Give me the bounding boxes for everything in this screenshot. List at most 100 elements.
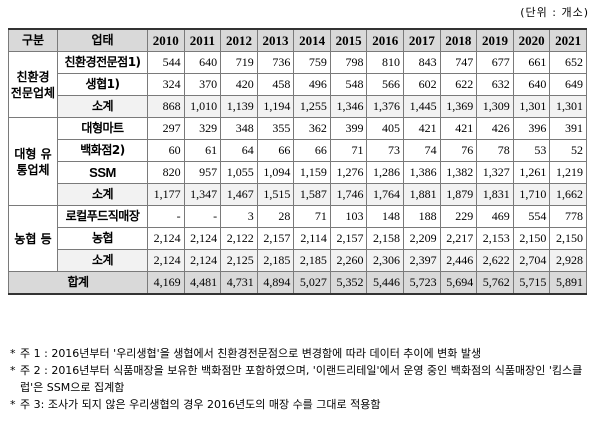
total-value-cell: 5,446	[366, 271, 405, 295]
value-cell: 2,185	[293, 249, 331, 272]
value-cell: 798	[329, 51, 368, 74]
value-cell: 2,928	[549, 249, 587, 272]
table-row: 백화점2) 60 61 64 66 66 71 73 74 76 78 53 52	[9, 139, 587, 162]
business-type-cell: 소계	[57, 95, 148, 118]
value-cell: 1,662	[549, 183, 587, 206]
value-cell: 370	[183, 73, 222, 96]
total-value-cell: 4,894	[256, 271, 295, 295]
table-row: 대형 유통업체 대형마트 297 329 348 355 362 399 405 421 421 42…	[8, 117, 587, 206]
total-value-cell: 5,027	[293, 271, 331, 295]
footnote: * 주 3: 조사가 되지 않은 우리생협의 경우 2016년도의 매장 수를 …	[10, 396, 590, 413]
header-business-type: 업태	[57, 28, 148, 52]
value-cell: 957	[183, 161, 222, 184]
value-cell: 661	[512, 51, 551, 74]
business-type-cell: 대형마트	[57, 117, 148, 140]
business-type-cell: 친환경전문점1)	[57, 51, 148, 74]
value-cell: 60	[147, 139, 185, 162]
value-cell: 2,158	[366, 227, 405, 250]
total-value-cell: 5,762	[476, 271, 514, 295]
value-cell: 843	[403, 51, 441, 74]
value-cell: 426	[476, 117, 514, 140]
header-year: 2012	[220, 28, 258, 52]
header-year: 2014	[293, 28, 331, 52]
total-value-cell: 4,481	[183, 271, 222, 295]
footnotes: * 주 1 : 2016년부터 '우리생협'을 생협에서 친환경전문점으로 변경…	[10, 345, 590, 413]
value-cell: 2,217	[439, 227, 478, 250]
value-cell: 2,157	[256, 227, 295, 250]
total-value-cell: 5,694	[439, 271, 478, 295]
value-cell: 719	[220, 51, 258, 74]
value-cell: 329	[183, 117, 222, 140]
value-cell: 421	[403, 117, 441, 140]
total-label: 합계	[8, 271, 148, 295]
value-cell: -	[183, 205, 222, 228]
value-cell: 2,150	[512, 227, 551, 250]
total-row: 합계 4,169 4,481 4,731 4,894 5,027 5,352 5,446 5,7…	[8, 271, 587, 295]
value-cell: 2,124	[183, 249, 222, 272]
value-cell: 496	[293, 73, 331, 96]
value-cell: 1,831	[476, 183, 514, 206]
value-cell: 747	[439, 51, 478, 74]
total-value-cell: 5,723	[403, 271, 441, 295]
value-cell: 1,301	[512, 95, 551, 118]
store-count-table: 구분 업태 2010 2011 2012 2013 2014 2015 2016…	[8, 28, 587, 295]
value-cell: 868	[147, 95, 185, 118]
value-cell: 622	[439, 73, 478, 96]
value-cell: 1,194	[256, 95, 295, 118]
header-year: 2018	[439, 28, 478, 52]
footnote-marker: *	[10, 398, 16, 411]
business-type-cell: 생협1)	[57, 73, 148, 96]
business-type-cell: 소계	[57, 249, 148, 272]
unit-label: (단위 : 개소)	[520, 6, 589, 19]
value-cell: 2,124	[147, 249, 185, 272]
value-cell: 1,445	[403, 95, 441, 118]
value-cell: 1,139	[220, 95, 258, 118]
value-cell: 297	[147, 117, 185, 140]
value-cell: 544	[147, 51, 185, 74]
subtotal-row: 소계 868 1,010 1,139 1,194 1,255 1,346 1,376 1,445…	[9, 95, 587, 118]
header-year: 2011	[183, 28, 222, 52]
value-cell: 61	[183, 139, 222, 162]
value-cell: 2,124	[183, 227, 222, 250]
value-cell: 458	[256, 73, 295, 96]
value-cell: 1,587	[293, 183, 331, 206]
value-cell: 421	[439, 117, 478, 140]
total-value-cell: 4,169	[147, 271, 185, 295]
value-cell: 1,746	[329, 183, 368, 206]
value-cell: 1,159	[293, 161, 331, 184]
value-cell: 2,114	[293, 227, 331, 250]
footnote: * 주 1 : 2016년부터 '우리생협'을 생협에서 친환경전문점으로 변경…	[10, 345, 590, 362]
footnote-text: 주 1 : 2016년부터 '우리생협'을 생협에서 친환경전문점으로 변경함에…	[20, 347, 482, 360]
value-cell: 1,055	[220, 161, 258, 184]
table-row: 농협 등 로컬푸드직매장 - -3 28 71 103 148 188 229 469 554 778	[8, 205, 587, 272]
value-cell: 759	[293, 51, 331, 74]
value-cell: 469	[476, 205, 514, 228]
value-cell: 1,219	[549, 161, 587, 184]
business-type-cell: 백화점2)	[57, 139, 148, 162]
value-cell: 1,881	[403, 183, 441, 206]
value-cell: 1,177	[147, 183, 185, 206]
value-cell: 52	[549, 139, 587, 162]
value-cell: 1,327	[476, 161, 514, 184]
value-cell: 1,010	[183, 95, 222, 118]
value-cell: 1,710	[512, 183, 551, 206]
header-row: 구분 업태 2010 2011 2012 2013 2014 2015 2016…	[8, 28, 587, 52]
value-cell: 548	[329, 73, 368, 96]
business-type-cell: 농협	[57, 227, 148, 250]
header-year: 2021	[549, 28, 587, 52]
footnote: * 주 2 : 2016년부터 식품매장을 보유한 백화점만 포함하였으며, '…	[10, 362, 590, 396]
header-year: 2017	[403, 28, 441, 52]
value-cell: 1,382	[439, 161, 478, 184]
value-cell: 2,185	[256, 249, 295, 272]
footnote-text: 주 3: 조사가 되지 않은 우리생협의 경우 2016년도의 매장 수를 그대…	[20, 398, 381, 411]
value-cell: 1,515	[256, 183, 295, 206]
value-cell: 2,124	[147, 227, 185, 250]
footnote-marker: *	[10, 364, 16, 377]
value-cell: 566	[366, 73, 405, 96]
value-cell: 2,150	[549, 227, 587, 250]
value-cell: 362	[293, 117, 331, 140]
value-cell: 1,255	[293, 95, 331, 118]
value-cell: 1,346	[329, 95, 368, 118]
header-year: 2016	[366, 28, 405, 52]
value-cell: 355	[256, 117, 295, 140]
